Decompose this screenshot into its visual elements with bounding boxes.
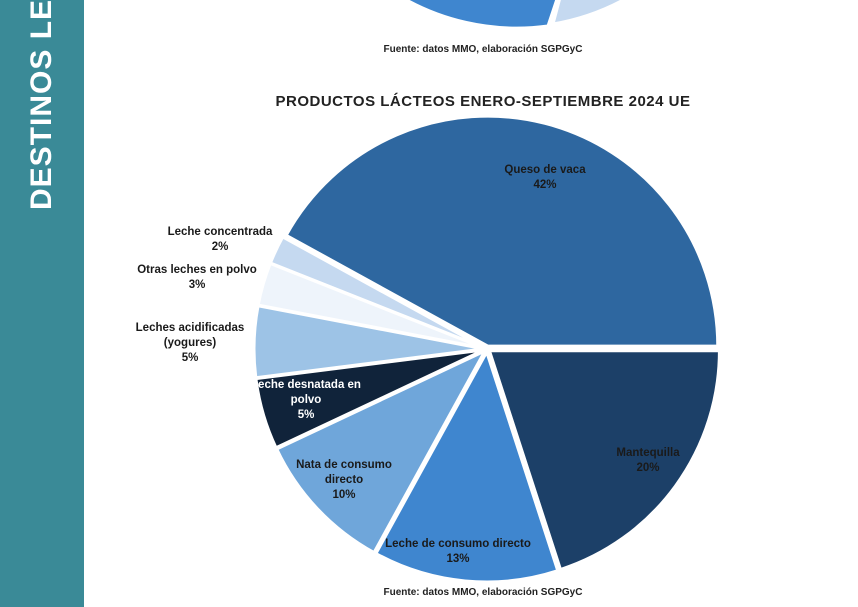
sidebar: DESTINOS LEC bbox=[0, 0, 84, 607]
source-note: Fuente: datos MMO, elaboración SGPGyC bbox=[383, 587, 583, 598]
source-note: Fuente: datos MMO, elaboración SGPGyC bbox=[383, 44, 583, 55]
slice-label: Mantequilla bbox=[616, 447, 680, 459]
slice-label: Leche desnatada en polvo bbox=[251, 379, 361, 406]
slice-value: 13% bbox=[446, 553, 470, 565]
slice-label: Queso de vaca bbox=[504, 164, 586, 176]
slice-label: Leche concentrada bbox=[167, 226, 273, 238]
slice-value: 2% bbox=[211, 241, 229, 253]
prev-pie-slice bbox=[550, 0, 627, 26]
pie-slice bbox=[268, 234, 486, 350]
slice-value: 42% bbox=[533, 179, 557, 191]
slice-label: Leche de consumo directo bbox=[385, 538, 531, 550]
slice-value: 20% bbox=[636, 462, 660, 474]
slice-label: Leches acidificadas (yogures) bbox=[135, 322, 245, 349]
chart-title: PRODUCTOS LÁCTEOS ENERO-SEPTIEMBRE 2024 … bbox=[275, 93, 691, 110]
prev-pie-slice bbox=[403, 0, 559, 30]
slice-label: Nata de consumo directo bbox=[296, 459, 392, 486]
pie-slice bbox=[284, 114, 720, 348]
slice-value: 5% bbox=[297, 409, 315, 421]
slice-value: 3% bbox=[188, 279, 206, 291]
slice-value: 10% bbox=[332, 489, 356, 501]
slice-label: Otras leches en polvo bbox=[137, 264, 257, 276]
pie-slice bbox=[274, 347, 489, 555]
pie-slice bbox=[487, 349, 721, 572]
slice-value: 5% bbox=[181, 352, 199, 364]
pie-slice bbox=[373, 348, 560, 584]
